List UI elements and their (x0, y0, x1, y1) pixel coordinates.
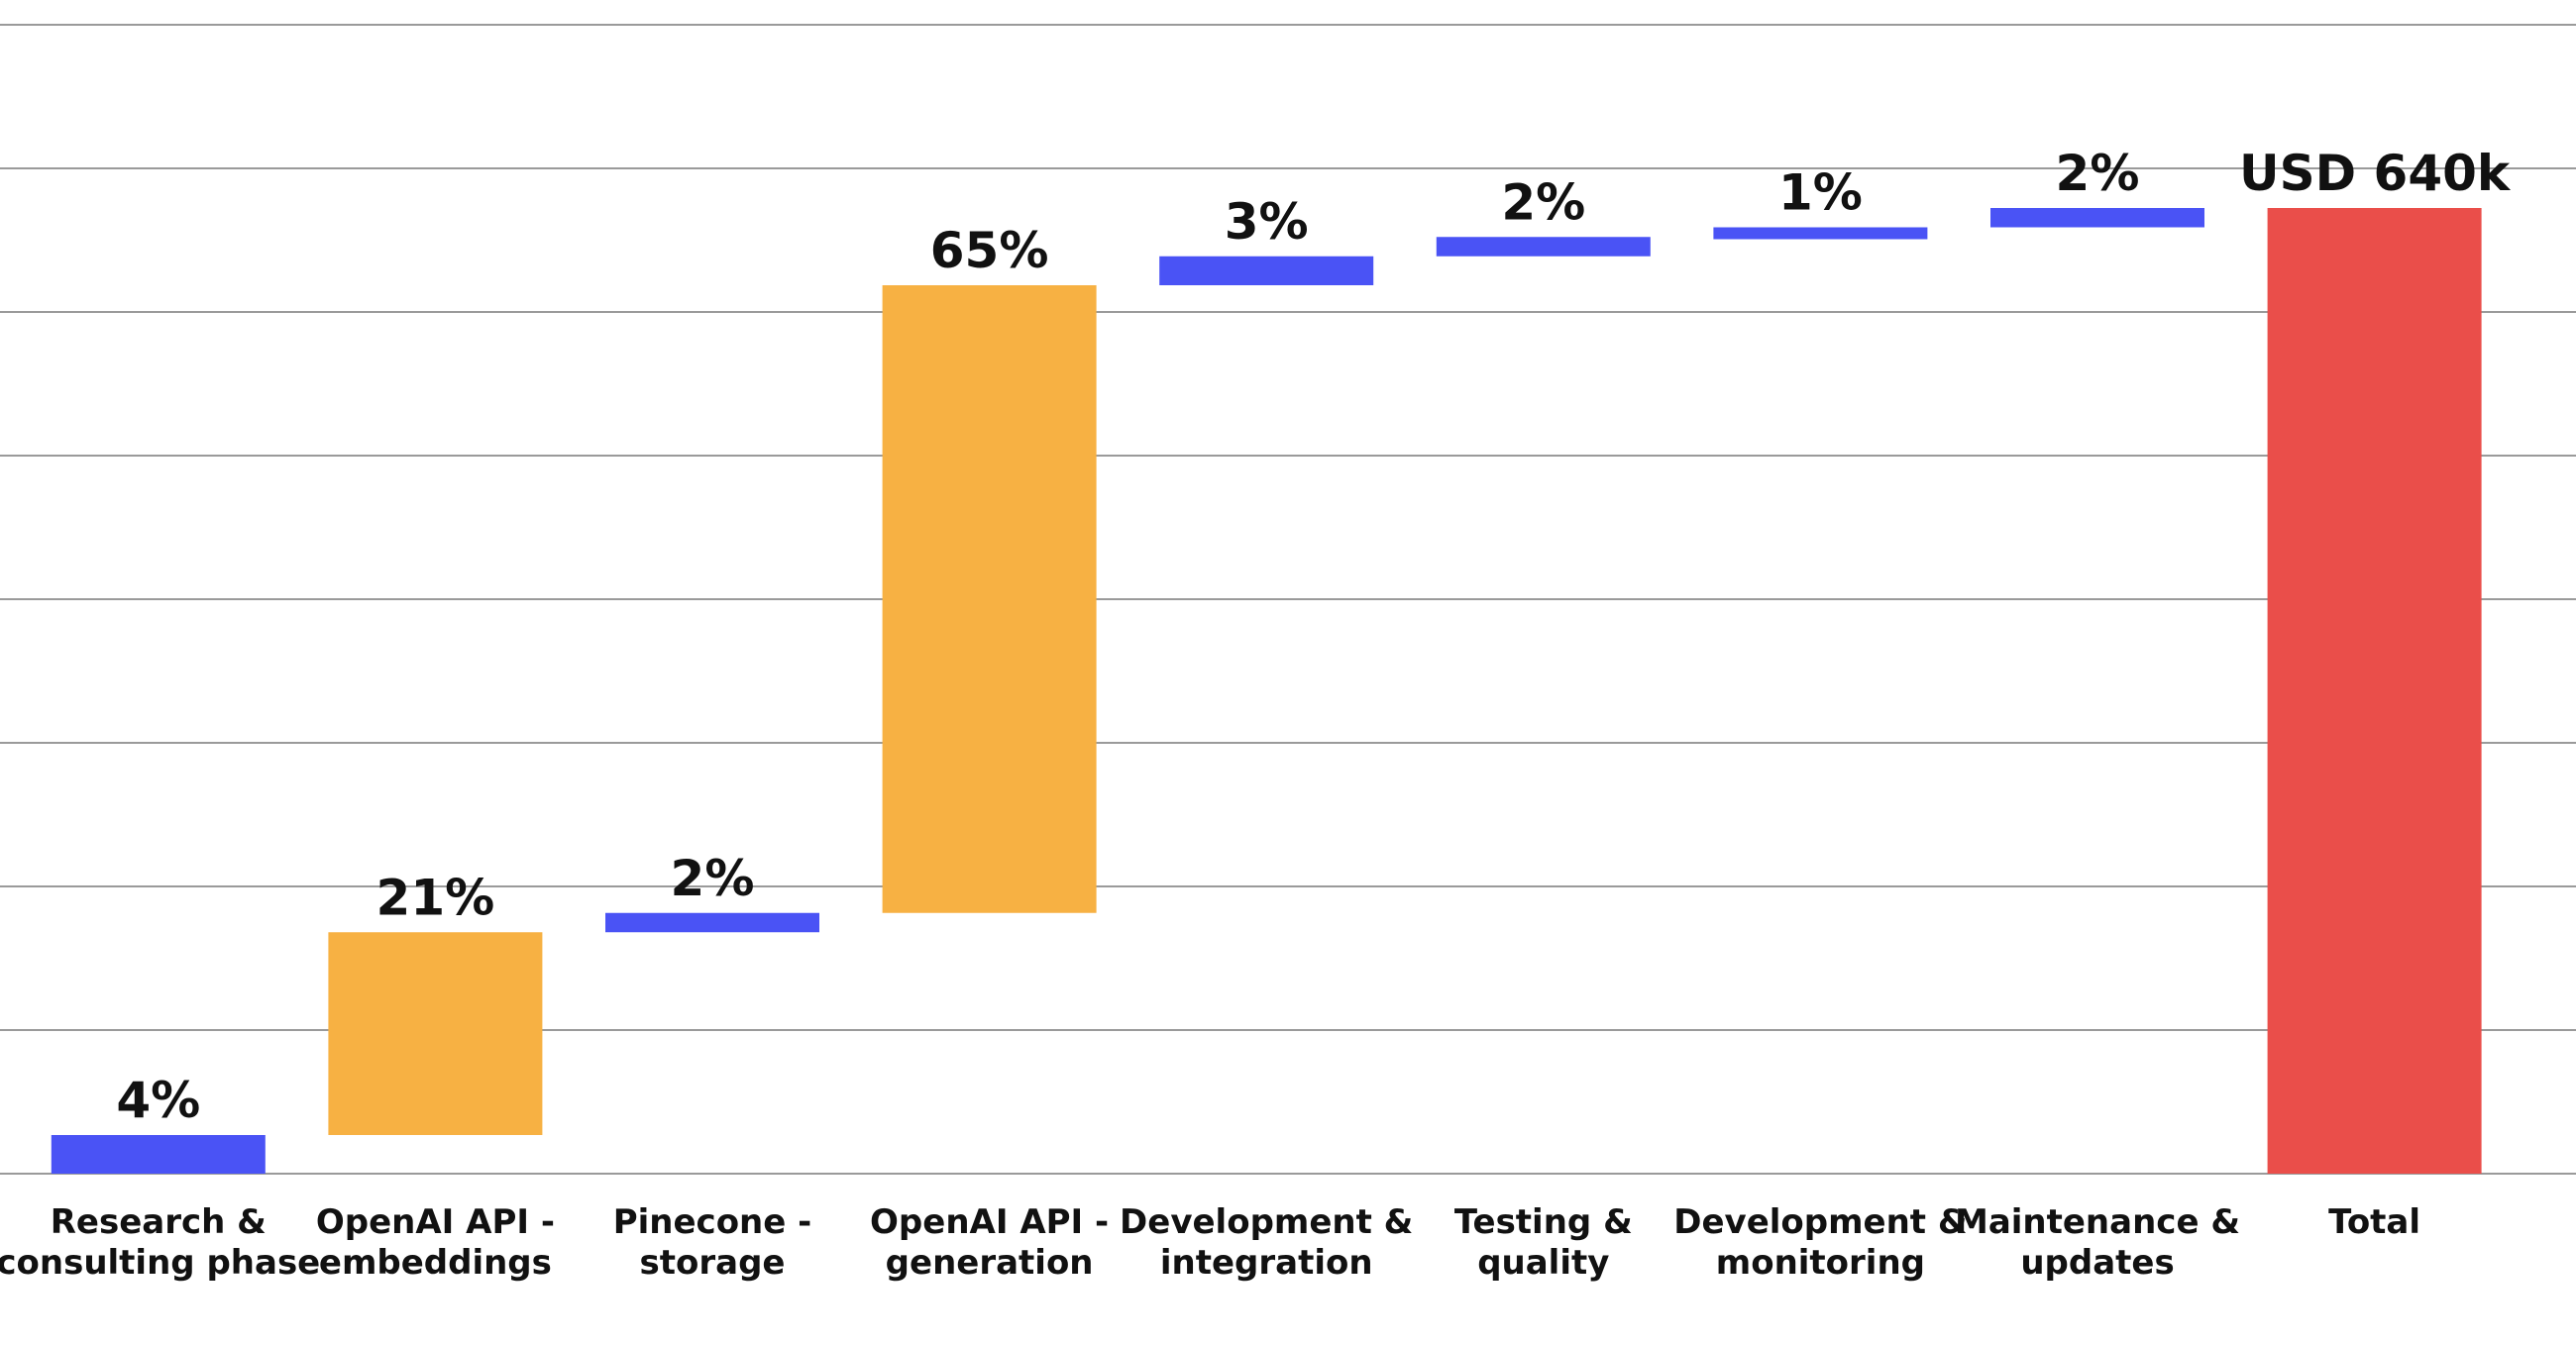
bar (328, 932, 543, 1135)
category-label: consulting phase (0, 1243, 320, 1283)
data-label: 4% (116, 1072, 200, 1129)
bar (51, 1135, 266, 1174)
category-label: monitoring (1716, 1243, 1925, 1283)
category-label: OpenAI API - (870, 1202, 1109, 1242)
category-label: Development & (1673, 1202, 1967, 1242)
data-label: 1% (1778, 164, 1863, 222)
category-label: storage (640, 1243, 786, 1283)
category-label: Testing & (1454, 1202, 1633, 1242)
category-label: Research & (51, 1202, 267, 1242)
category-label: Maintenance & (1955, 1202, 2240, 1242)
data-label: 65% (930, 222, 1049, 279)
bar (1436, 237, 1651, 257)
data-label: 2% (2056, 145, 2140, 202)
category-label: embeddings (319, 1243, 552, 1283)
data-label: USD 640k (2239, 145, 2512, 202)
bars (51, 208, 2482, 1174)
bar (882, 285, 1097, 913)
category-label: Development & (1120, 1202, 1413, 1242)
category-label: generation (886, 1243, 1094, 1283)
category-label: OpenAI API - (316, 1202, 555, 1242)
data-label: 2% (671, 850, 755, 907)
category-label: updates (2020, 1243, 2174, 1283)
category-label: Pinecone - (613, 1202, 812, 1242)
bar (1713, 227, 1928, 240)
data-label: 3% (1225, 193, 1309, 251)
data-label: 2% (1501, 173, 1585, 231)
value-labels: 4% 21% 2% 65% 3% 2% 1% 2% USD 640k (116, 145, 2512, 1129)
category-label: quality (1477, 1243, 1609, 1283)
bar (1990, 208, 2204, 228)
bar (605, 912, 819, 933)
bar (2267, 208, 2482, 1174)
bar (1159, 256, 1374, 285)
category-label: Total (2328, 1202, 2420, 1242)
data-label: 21% (376, 869, 495, 926)
category-label: integration (1160, 1243, 1373, 1283)
